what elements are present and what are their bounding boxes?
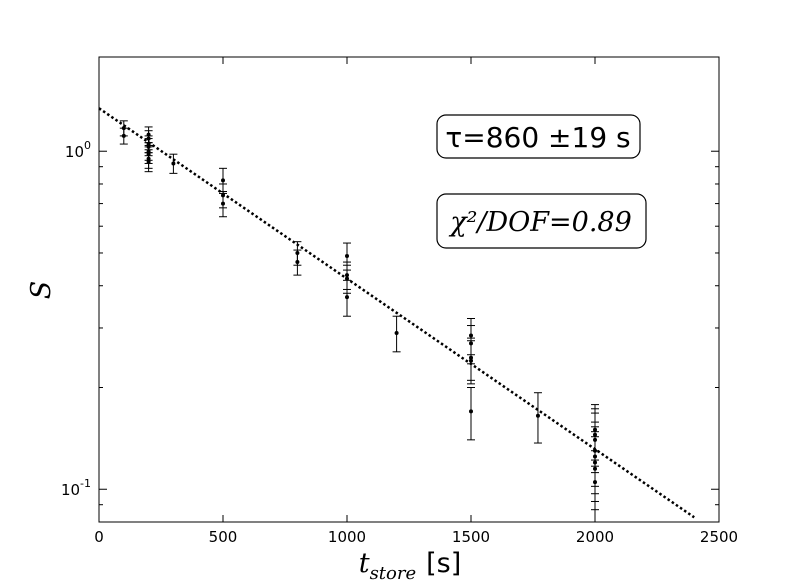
point-marker: [469, 409, 473, 414]
point-marker: [535, 413, 540, 418]
point-marker: [345, 276, 349, 281]
x-tick-label: 0: [94, 528, 104, 546]
data-point: [119, 127, 128, 145]
data-point: [467, 386, 475, 441]
annotation-chi2-box: [436, 193, 647, 249]
x-label-sub: store: [370, 563, 417, 582]
y-tick-label: 10-1: [61, 477, 91, 499]
data-point: [392, 315, 401, 353]
x-tick-label: 500: [209, 528, 238, 546]
annotation-tau-text: τ=860 ±19 s: [445, 121, 630, 154]
ticks-layer: 0 500 1000 1500 2000 2500 10-1 100: [61, 57, 738, 546]
x-tick-label: 2500: [700, 528, 738, 546]
data-point: [343, 279, 351, 317]
point-marker: [469, 358, 473, 363]
annotation-chi2-text: χ²/DOF=0.89: [448, 207, 632, 238]
point-marker: [345, 253, 349, 258]
annotation-tau-box: [436, 114, 641, 159]
data-point: [467, 340, 475, 385]
x-label-main: t: [359, 548, 370, 579]
data-point: [533, 392, 542, 444]
point-marker: [171, 161, 176, 166]
x-label-unit: [s]: [426, 548, 461, 579]
data-point: [169, 153, 178, 174]
x-tick-label: 2000: [576, 528, 614, 546]
point-marker: [593, 480, 597, 485]
y-tick-label: 100: [65, 139, 91, 161]
x-tick-label: 1000: [328, 528, 366, 546]
x-axis-label: tstore [s]: [359, 548, 462, 582]
points-layer: [119, 120, 599, 523]
annotation-tau: τ=860 ±19 s: [436, 114, 641, 159]
annotation-chi2: χ²/DOF=0.89: [436, 193, 647, 249]
point-marker: [345, 295, 349, 300]
point-marker: [146, 159, 151, 164]
data-point: [219, 191, 227, 218]
y-axis-label: S: [26, 281, 57, 300]
data-point: [591, 450, 599, 523]
x-tick-label: 1500: [452, 528, 490, 546]
point-marker: [295, 260, 300, 265]
point-marker: [221, 201, 225, 206]
point-marker: [121, 133, 126, 138]
data-point: [293, 249, 302, 276]
point-marker: [221, 178, 225, 183]
data-point: [144, 152, 153, 173]
point-marker: [394, 330, 399, 335]
